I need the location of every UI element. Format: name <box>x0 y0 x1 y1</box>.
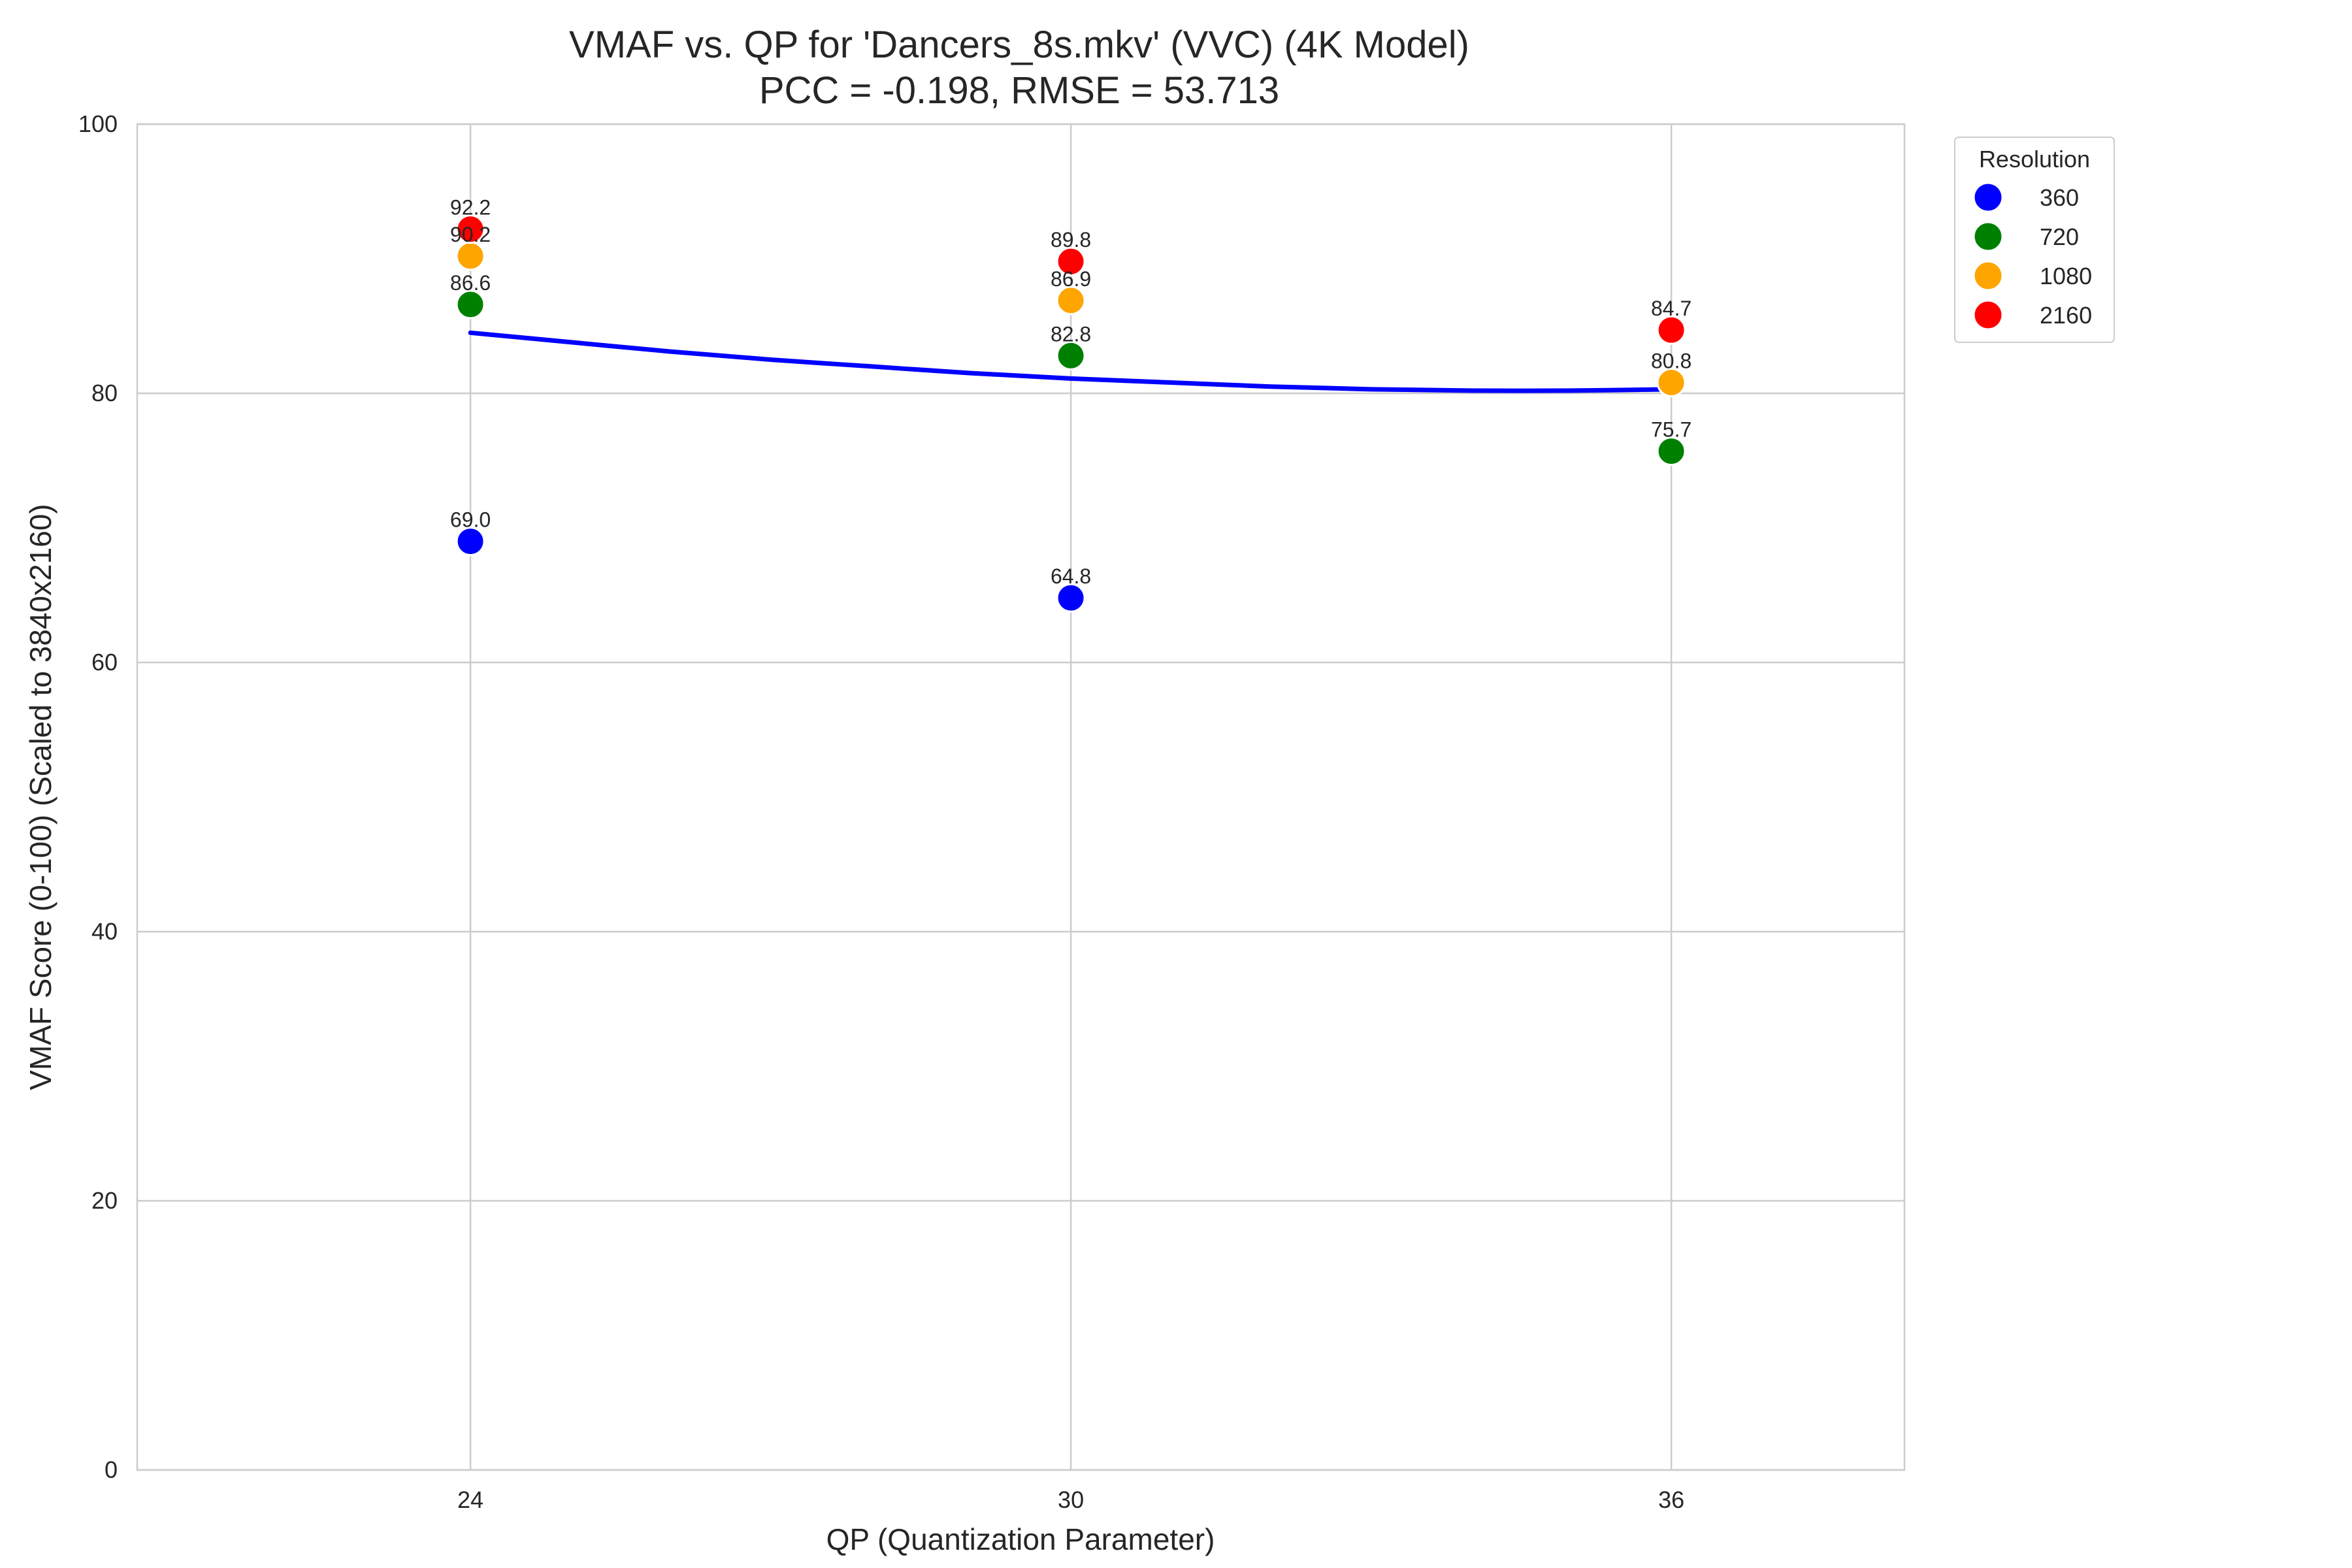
legend-label-720: 720 <box>2040 223 2079 250</box>
data-point-2160 <box>455 214 485 244</box>
y-tick-label: 80 <box>91 380 118 406</box>
y-tick-label: 40 <box>91 918 118 945</box>
x-tick-label: 30 <box>1058 1486 1084 1513</box>
data-label-2160: 84.7 <box>1651 297 1691 320</box>
legend-label-360: 360 <box>2040 184 2079 211</box>
data-point-1080 <box>455 241 485 271</box>
data-label-720: 75.7 <box>1651 418 1691 442</box>
fit-line <box>468 330 1674 393</box>
y-tick-label: 100 <box>78 110 118 137</box>
y-tick-label: 20 <box>91 1187 118 1214</box>
y-tick-labels: 0 20 40 60 80 100 <box>78 110 118 1483</box>
data-point-360 <box>1056 583 1086 613</box>
legend-label-2160: 2160 <box>2040 302 2092 329</box>
data-point-2160 <box>1656 315 1686 345</box>
data-point-720 <box>455 289 485 319</box>
fit-line-group <box>468 330 1674 393</box>
data-label-720: 82.8 <box>1051 322 1091 346</box>
legend-marker-1080 <box>1972 260 2004 291</box>
x-tick-labels: 24 30 36 <box>457 1486 1684 1513</box>
data-label-1080: 90.2 <box>450 223 491 246</box>
legend-label-1080: 1080 <box>2040 263 2092 289</box>
data-point-1080 <box>1056 286 1086 316</box>
y-axis-label: VMAF Score (0-100) (Scaled to 3840x2160) <box>24 504 57 1090</box>
data-label-2160: 89.8 <box>1051 228 1091 252</box>
legend: Resolution 360 720 1080 2160 <box>1954 137 2115 343</box>
legend-title: Resolution <box>1979 146 2090 172</box>
legend-marker-2160 <box>1972 299 2004 331</box>
legend-marker-720 <box>1972 221 2004 252</box>
data-label-1080: 86.9 <box>1051 267 1091 291</box>
x-axis-label: QP (Quantization Parameter) <box>826 1522 1215 1556</box>
data-label-2160: 92.2 <box>450 196 491 220</box>
y-tick-label: 60 <box>91 649 118 676</box>
data-point-1080 <box>1656 368 1686 398</box>
x-tick-label: 36 <box>1658 1486 1684 1513</box>
y-tick-label: 0 <box>105 1456 118 1483</box>
data-point-720 <box>1056 340 1086 370</box>
plot-area <box>136 123 1906 1471</box>
data-label-360: 69.0 <box>450 508 491 532</box>
data-point-360 <box>455 527 485 557</box>
chart-subtitle: PCC = -0.198, RMSE = 53.713 <box>759 69 1279 112</box>
data-label-360: 64.8 <box>1051 564 1091 588</box>
chart-title: VMAF vs. QP for 'Dancers_8s.mkv' (VVC) (… <box>569 24 1469 66</box>
legend-items: 360 720 1080 2160 <box>1972 182 2092 331</box>
data-point-720 <box>1656 436 1686 466</box>
x-tick-label: 24 <box>457 1486 483 1513</box>
data-label-1080: 80.8 <box>1651 350 1691 373</box>
data-label-720: 86.6 <box>450 271 491 295</box>
legend-marker-360 <box>1972 182 2004 213</box>
data-point-2160 <box>1056 246 1086 276</box>
data-points <box>455 214 1686 613</box>
data-labels: 69.0 64.8 86.6 82.8 75.7 90.2 86.9 80.8 92.2 89.8… <box>450 196 1691 588</box>
